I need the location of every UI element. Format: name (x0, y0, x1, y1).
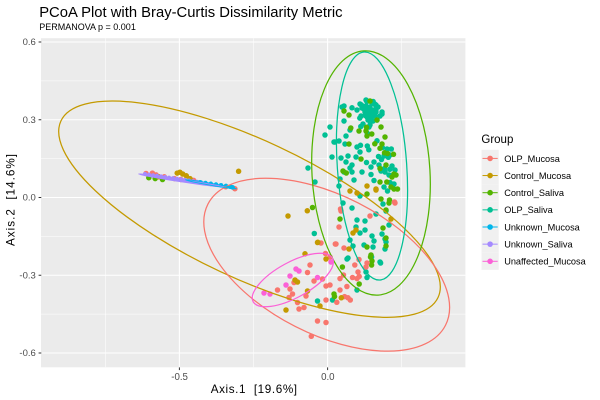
svg-text:Unknown_Mucosa: Unknown_Mucosa (504, 222, 580, 232)
svg-text:OLP_Saliva: OLP_Saliva (504, 205, 553, 215)
svg-text:Unknown_Saliva: Unknown_Saliva (504, 240, 573, 250)
svg-text:0.0: 0.0 (23, 193, 36, 204)
svg-text:Unaffected_Mucosa: Unaffected_Mucosa (504, 257, 586, 267)
svg-text:Control_Mucosa: Control_Mucosa (504, 171, 572, 181)
svg-text:Axis.1 [19.6%]: Axis.1 [19.6%] (211, 383, 298, 396)
svg-text:OLP_Mucosa: OLP_Mucosa (504, 154, 561, 164)
svg-text:0.0: 0.0 (321, 372, 335, 383)
svg-text:Control_Saliva: Control_Saliva (504, 188, 565, 198)
svg-text:PERMANOVA p = 0.001: PERMANOVA p = 0.001 (39, 22, 136, 32)
svg-text:-0.5: -0.5 (171, 372, 188, 383)
svg-text:-0.6: -0.6 (19, 348, 35, 359)
svg-text:Group: Group (481, 134, 513, 146)
svg-text:PCoA Plot with Bray-Curtis Dis: PCoA Plot with Bray-Curtis Dissimilarity… (39, 5, 343, 21)
svg-text:0.6: 0.6 (23, 37, 36, 48)
svg-text:0.3: 0.3 (23, 115, 36, 126)
svg-text:-0.3: -0.3 (19, 270, 35, 281)
svg-text:Axis.2 [14.6%]: Axis.2 [14.6%] (5, 153, 18, 246)
